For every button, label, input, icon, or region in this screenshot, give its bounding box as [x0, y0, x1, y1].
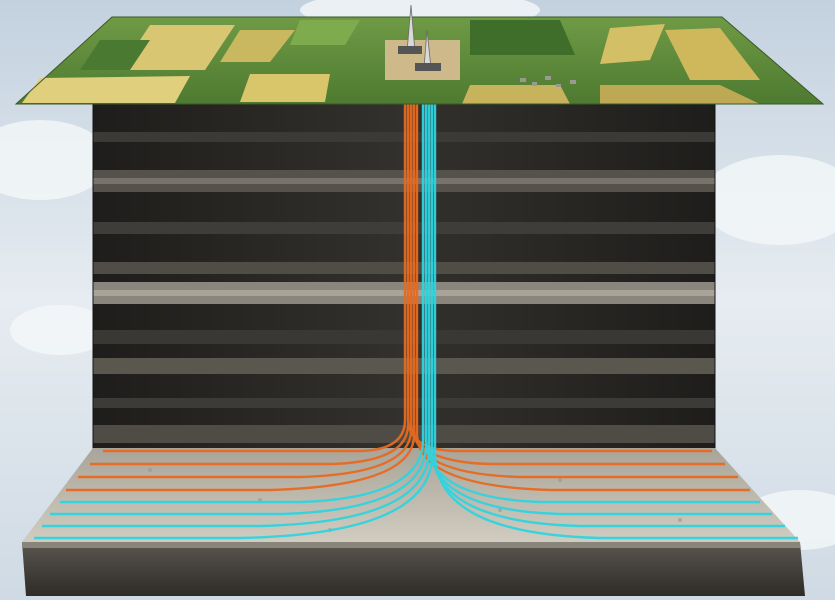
surface-farmland [14, 16, 825, 105]
cyan-well-bundle [34, 102, 798, 540]
shale-reservoir [22, 448, 805, 596]
drilling-rig-icon [398, 4, 441, 71]
village [520, 76, 576, 87]
